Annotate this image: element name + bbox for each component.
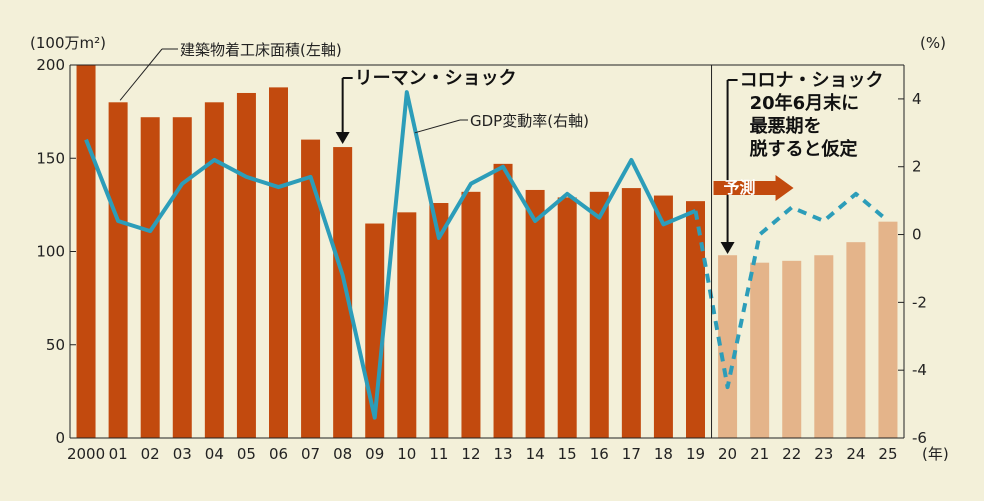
- bar-19: [686, 201, 705, 438]
- right-tick-4: 4: [912, 90, 922, 108]
- x-tick-16: 16: [590, 445, 609, 463]
- x-tick-10: 10: [397, 445, 416, 463]
- axes: [69, 64, 905, 439]
- bar-03: [172, 117, 192, 438]
- bar-2000: [76, 65, 96, 438]
- x-tick-04: 04: [205, 445, 224, 463]
- bar-10: [397, 212, 417, 438]
- x-tick-22: 22: [782, 445, 801, 463]
- left-axis-unit: (100万m²): [30, 34, 106, 52]
- bar-20: [718, 255, 738, 438]
- bar-04: [204, 102, 224, 439]
- bar-22: [782, 260, 802, 438]
- left-tick-200: 200: [36, 56, 65, 74]
- bar-21: [750, 262, 770, 438]
- x-tick-20: 20: [718, 445, 737, 463]
- x-tick-13: 13: [493, 445, 512, 463]
- x-axis-unit: (年): [922, 445, 949, 463]
- x-tick-17: 17: [622, 445, 641, 463]
- x-tick-06: 06: [269, 445, 288, 463]
- x-tick-25: 25: [878, 445, 897, 463]
- bar-16: [589, 191, 609, 438]
- left-tick-150: 150: [36, 149, 65, 167]
- left-tick-100: 100: [36, 243, 65, 261]
- corona-label-3: 最悪期を: [750, 116, 822, 137]
- bar-02: [140, 117, 160, 438]
- right-tick--4: -4: [912, 361, 927, 379]
- corona-label-2: 20年6月末に: [750, 92, 860, 114]
- x-tick-12: 12: [461, 445, 480, 463]
- right-axis-unit: (%): [920, 34, 946, 52]
- bar-07: [301, 139, 321, 438]
- right-tick--2: -2: [912, 293, 927, 311]
- bar-08: [333, 147, 353, 438]
- bar-series-leader: [119, 48, 163, 101]
- gdp-series-leader: [414, 119, 461, 134]
- x-tick-08: 08: [333, 445, 352, 463]
- x-tick-23: 23: [814, 445, 833, 463]
- bar-13: [493, 163, 513, 438]
- bar-series-label: 建築物着工床面積(左軸): [180, 41, 342, 59]
- x-tick-18: 18: [654, 445, 673, 463]
- bar-18: [653, 195, 673, 438]
- bars: [76, 65, 898, 439]
- bar-15: [557, 197, 577, 438]
- left-tick-50: 50: [46, 336, 65, 354]
- x-tick-09: 09: [365, 445, 384, 463]
- forecast-arrow: [713, 175, 794, 201]
- bar-12: [461, 191, 481, 438]
- bar-17: [621, 188, 641, 438]
- x-tick-15: 15: [558, 445, 577, 463]
- corona-arrow-head: [720, 242, 735, 254]
- bar-01: [108, 102, 128, 439]
- lehman-arrow-head: [335, 132, 350, 144]
- bar-23: [814, 255, 834, 438]
- right-tick-0: 0: [912, 226, 922, 244]
- gdp-line: [84, 90, 890, 420]
- x-tick-11: 11: [429, 445, 448, 463]
- left-tick-0: 0: [55, 429, 65, 447]
- bar-14: [525, 189, 545, 438]
- bar-24: [846, 242, 866, 438]
- bar-05: [236, 92, 256, 438]
- bar-11: [429, 203, 449, 438]
- gdp-line-actual: [84, 90, 697, 420]
- x-tick-21: 21: [750, 445, 769, 463]
- right-tick--6: -6: [912, 429, 927, 447]
- x-tick-24: 24: [846, 445, 865, 463]
- lehman-label: リーマン・ショック: [355, 68, 517, 89]
- x-tick-05: 05: [237, 445, 256, 463]
- x-tick-01: 01: [109, 445, 128, 463]
- forecast-label: 予測: [724, 178, 756, 197]
- corona-label-1: コロナ・ショック: [740, 70, 884, 91]
- gdp-line-forecast: [693, 191, 890, 390]
- x-tick-19: 19: [686, 445, 705, 463]
- x-tick-14: 14: [526, 445, 545, 463]
- x-tick-03: 03: [173, 445, 192, 463]
- corona-label-4: 脱すると仮定: [750, 138, 858, 160]
- bar-06: [269, 87, 288, 438]
- x-tick-02: 02: [141, 445, 160, 463]
- x-tick-2000: 2000: [67, 445, 105, 463]
- right-tick-2: 2: [912, 158, 922, 176]
- bar-25: [878, 221, 898, 438]
- x-tick-07: 07: [301, 445, 320, 463]
- gdp-series-label: GDP変動率(右軸): [470, 112, 589, 130]
